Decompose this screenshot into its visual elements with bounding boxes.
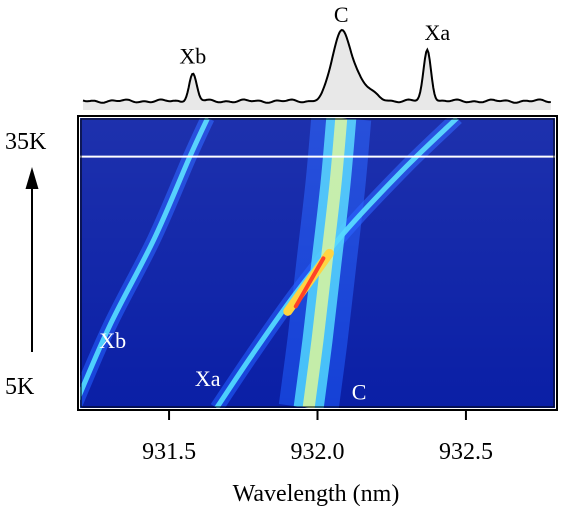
in-plot-label-xb: Xb bbox=[99, 328, 126, 353]
peak-label-c: C bbox=[334, 2, 349, 27]
x-axis-label: Wavelength (nm) bbox=[233, 481, 400, 506]
y-bottom-label: 5K bbox=[5, 374, 35, 400]
x-tick-label: 931.5 bbox=[142, 439, 196, 465]
peak-label-xa: Xa bbox=[425, 20, 451, 45]
temperature-arrow bbox=[25, 167, 39, 352]
x-tick-label: 932.0 bbox=[291, 439, 345, 465]
x-tick-label: 932.5 bbox=[439, 439, 493, 465]
heatmap-panel: Xb Xa C bbox=[77, 115, 558, 411]
spectrum-fill bbox=[83, 30, 551, 110]
spectrum-panel: Xb C Xa bbox=[82, 2, 551, 110]
peak-labels: Xb C Xa bbox=[179, 2, 450, 69]
peak-label-xb: Xb bbox=[179, 44, 206, 69]
heatmap-inner-frame bbox=[80, 118, 555, 408]
in-plot-label-xa: Xa bbox=[195, 366, 221, 391]
spectrum-curve bbox=[82, 28, 551, 104]
in-plot-labels: Xb Xa C bbox=[99, 328, 366, 404]
y-top-label: 35K bbox=[5, 129, 47, 155]
x-axis: 931.5 932.0 932.5 bbox=[142, 410, 493, 465]
in-plot-label-c: C bbox=[352, 379, 367, 404]
